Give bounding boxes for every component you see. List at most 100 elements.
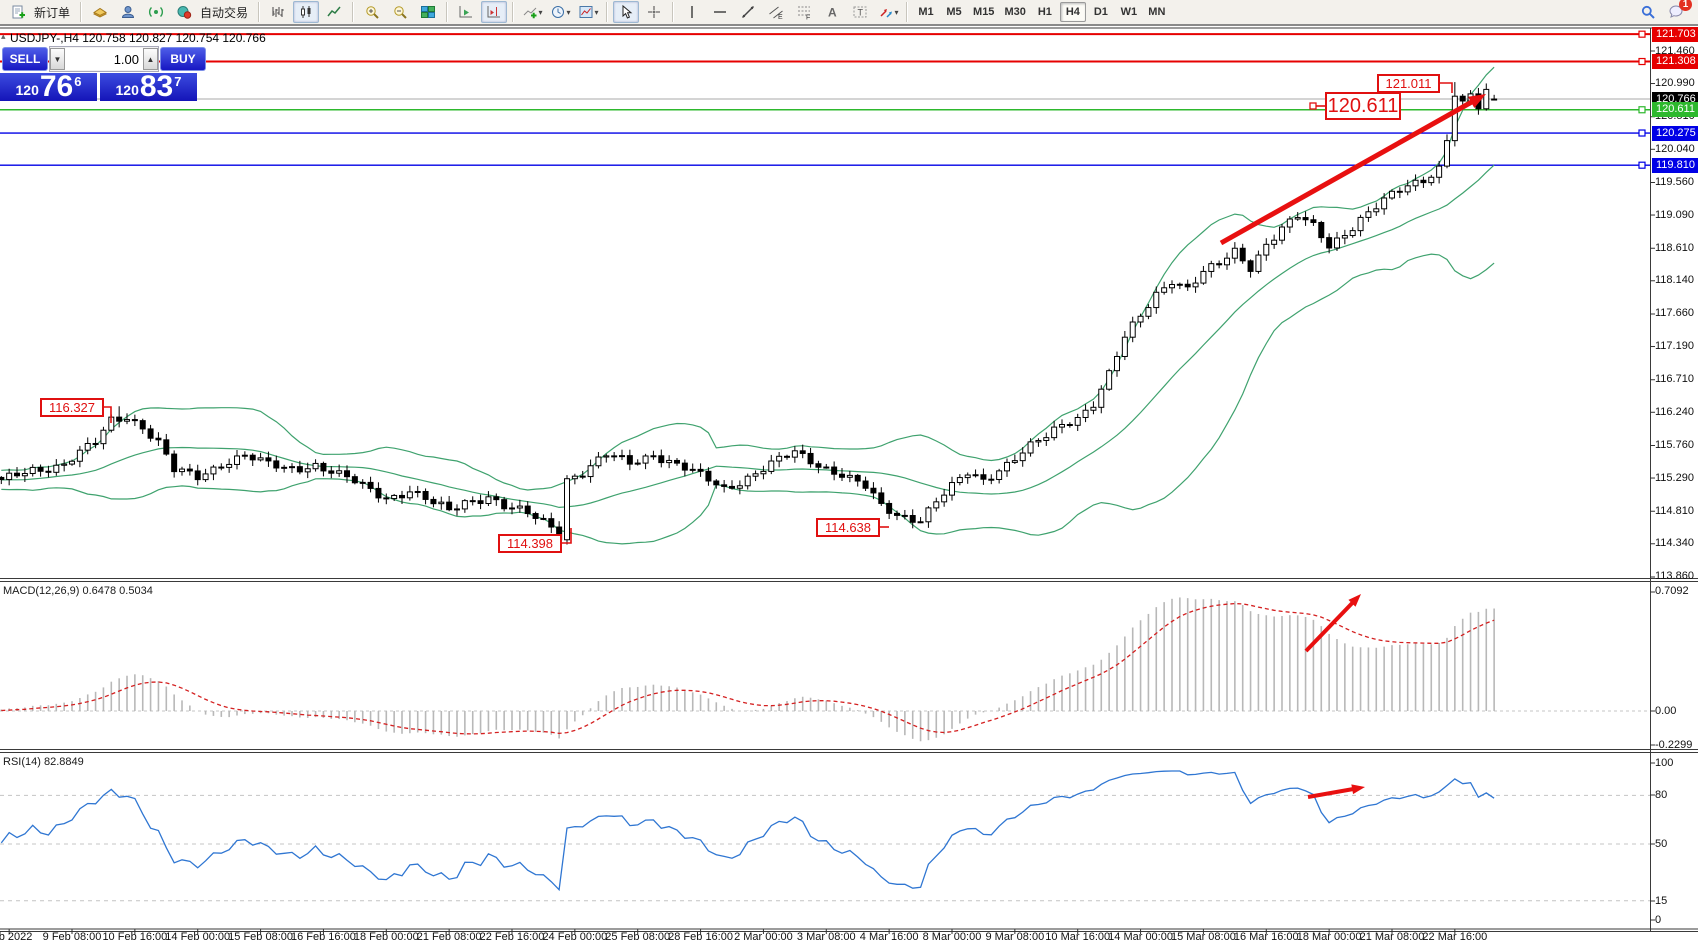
price-annotation-label[interactable]: 116.327 xyxy=(40,398,104,417)
auto-scroll-button[interactable] xyxy=(453,1,479,23)
signals-button[interactable] xyxy=(143,1,169,23)
candle-body xyxy=(791,450,798,458)
candle-body xyxy=(1491,98,1498,101)
notifications-button[interactable]: 1 xyxy=(1663,0,1692,23)
price-annotation-label[interactable]: 120.611 xyxy=(1325,92,1401,120)
annotation-handle[interactable] xyxy=(1309,102,1317,110)
buy-price-pip: 7 xyxy=(174,74,182,89)
candle-body xyxy=(84,442,91,451)
price-annotation-label[interactable]: 121.011 xyxy=(1377,74,1440,93)
new-order-button[interactable] xyxy=(5,1,31,23)
templates-button[interactable]: ▾ xyxy=(575,1,601,23)
line-handle[interactable] xyxy=(1638,57,1646,66)
zoom-out-button[interactable] xyxy=(387,1,413,23)
candle-body xyxy=(666,459,673,464)
sell-price[interactable]: 120 76 6 xyxy=(0,72,97,102)
one-click-collapse-icon[interactable]: ▴ xyxy=(1,31,6,41)
buy-price-main: 83 xyxy=(139,70,174,103)
candle-body xyxy=(210,466,217,475)
market-watch-button[interactable] xyxy=(87,1,113,23)
timeframe-m5-button[interactable]: M5 xyxy=(941,2,967,22)
candlestick-chart-button[interactable] xyxy=(293,1,320,23)
new-order-label[interactable]: 新订单 xyxy=(34,5,71,20)
candle-body xyxy=(139,420,146,430)
timeframe-h4-button[interactable]: H4 xyxy=(1059,2,1086,22)
candle-body xyxy=(752,473,759,477)
timeframe-m30-button[interactable]: M30 xyxy=(1000,2,1029,22)
sell-button[interactable]: SELL xyxy=(2,47,48,71)
candle-body xyxy=(603,455,610,458)
candle-body xyxy=(768,460,775,472)
cursor-button[interactable] xyxy=(613,1,640,23)
tile-windows-button[interactable] xyxy=(415,1,441,23)
data-window-button[interactable] xyxy=(115,1,141,23)
zoom-in-button[interactable] xyxy=(359,1,385,23)
line-handle[interactable] xyxy=(1638,106,1646,114)
vertical-line-button[interactable] xyxy=(679,1,705,23)
trendline-button[interactable] xyxy=(735,1,761,23)
text-button[interactable]: A xyxy=(819,1,845,23)
bar-chart-button[interactable] xyxy=(265,1,291,23)
candle-body xyxy=(784,455,790,458)
macd-panel[interactable] xyxy=(0,581,1650,749)
candle-body xyxy=(886,502,893,514)
timeframe-mn-button[interactable]: MN xyxy=(1144,2,1170,22)
price-annotation-label[interactable]: 114.638 xyxy=(816,518,880,537)
buy-price[interactable]: 120 83 7 xyxy=(100,70,197,103)
buy-button[interactable]: BUY xyxy=(160,47,206,71)
auto-trading-button[interactable] xyxy=(171,1,197,23)
candle-body xyxy=(399,494,406,499)
timeframe-h1-button[interactable]: H1 xyxy=(1032,2,1058,22)
equidistant-channel-button[interactable]: E xyxy=(763,1,789,23)
candle-body xyxy=(485,496,492,505)
arrows-button[interactable]: ▾ xyxy=(875,1,901,23)
candle-body xyxy=(729,485,736,489)
trend-arrow-shaft[interactable] xyxy=(1307,786,1355,799)
price-axis-tick-label: 113.860 xyxy=(1655,570,1694,583)
search-button[interactable] xyxy=(1635,1,1661,23)
timeframe-d1-button[interactable]: D1 xyxy=(1088,2,1114,22)
date-axis-label: 14 Feb 00:00 xyxy=(165,931,231,943)
indicators-button[interactable]: ▾ xyxy=(519,1,545,23)
candle-body xyxy=(933,501,940,509)
line-handle[interactable] xyxy=(1638,161,1646,169)
candle-body xyxy=(163,439,170,455)
candle-body xyxy=(383,497,390,500)
trend-arrow-shaft[interactable] xyxy=(1304,600,1355,653)
candle-body xyxy=(1176,283,1183,286)
price-annotation-label[interactable]: 114.398 xyxy=(498,534,562,553)
volume-decrease-button[interactable]: ▼ xyxy=(50,48,65,70)
candle-body xyxy=(37,466,44,472)
periods-button[interactable]: ▾ xyxy=(547,1,573,23)
line-handle[interactable] xyxy=(1638,129,1646,137)
auto-trading-label[interactable]: 自动交易 xyxy=(200,5,249,20)
volume-increase-button[interactable]: ▲ xyxy=(143,48,158,70)
macd-axis-tick-label: 0.00 xyxy=(1655,704,1677,717)
candle-body xyxy=(265,457,272,462)
candle-body xyxy=(493,496,500,501)
timeframe-w1-button[interactable]: W1 xyxy=(1116,2,1142,22)
candle-body xyxy=(1286,218,1293,228)
main-chart-panel[interactable] xyxy=(0,28,1650,578)
candle-body xyxy=(116,416,123,422)
volume-input[interactable] xyxy=(65,48,143,70)
candle-body xyxy=(328,470,335,474)
text-label-button[interactable]: T xyxy=(847,1,873,23)
fibonacci-button[interactable]: F xyxy=(791,1,817,23)
candle-body xyxy=(1161,287,1168,293)
timeframe-m1-button[interactable]: M1 xyxy=(913,2,939,22)
rsi-panel[interactable] xyxy=(0,752,1650,929)
chevron-down-icon: ▼ xyxy=(53,54,62,64)
horizontal-line-button[interactable] xyxy=(707,1,733,23)
trend-arrow-shaft[interactable] xyxy=(1219,99,1475,246)
chart-candles-icon xyxy=(301,6,311,18)
candle-body xyxy=(1326,237,1333,249)
line-handle[interactable] xyxy=(1638,30,1646,38)
timeframe-m15-button[interactable]: M15 xyxy=(969,2,998,22)
candle-body xyxy=(1255,254,1262,272)
date-axis-label: 9 Feb 08:00 xyxy=(42,931,102,943)
crosshair-button[interactable] xyxy=(641,1,667,23)
line-chart-button[interactable] xyxy=(321,1,347,23)
chart-shift-button[interactable] xyxy=(481,1,508,23)
